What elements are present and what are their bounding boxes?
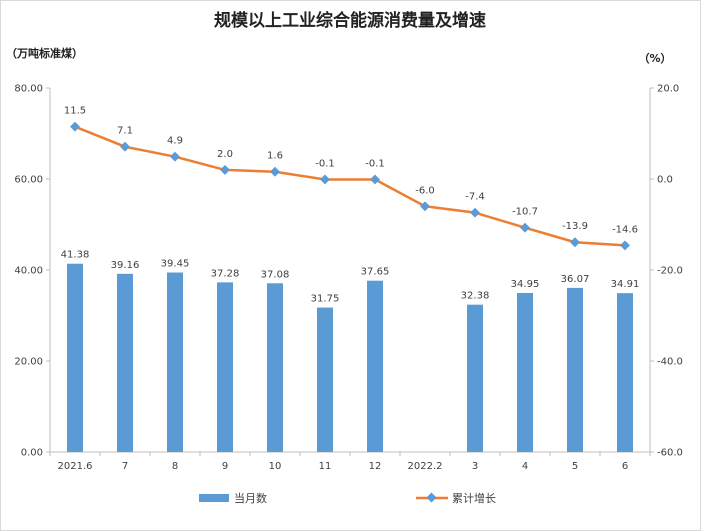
legend-line-marker — [426, 492, 437, 503]
line-value-label: -14.6 — [612, 224, 638, 235]
bar — [117, 273, 133, 452]
line-marker — [170, 151, 180, 162]
bar — [267, 283, 283, 452]
x-tick-label: 3 — [472, 461, 478, 472]
line-marker — [120, 141, 130, 152]
bar-value-label: 37.65 — [361, 267, 390, 278]
x-tick-label: 8 — [172, 461, 178, 472]
right-tick-label: -40.0 — [657, 357, 683, 368]
line-marker — [620, 240, 630, 251]
right-axis-unit: （%） — [638, 52, 671, 65]
legend: 当月数 累计增长 — [199, 491, 496, 505]
left-tick-label: 20.00 — [14, 357, 43, 368]
left-tick-label: 0.00 — [21, 448, 43, 459]
bar-value-label: 31.75 — [311, 294, 340, 305]
line-value-label: 7.1 — [117, 126, 133, 137]
line-value-label: 2.0 — [217, 149, 233, 160]
x-tick-label: 4 — [522, 461, 528, 472]
bar-value-label: 37.28 — [211, 268, 240, 279]
bars-layer: 41.38 39.16 39.45 37.28 37.08 31.75 37.65 32.38… — [61, 250, 640, 452]
axes-layer: 0.00 20.00 40.00 60.00 80.00 -60.0 -40.0 -20.0 0… — [14, 84, 683, 473]
line-marker — [220, 164, 230, 175]
bar — [67, 263, 83, 452]
line-value-label: -0.1 — [315, 158, 335, 169]
right-tick-label: -20.0 — [657, 266, 683, 277]
line-marker — [320, 174, 330, 185]
legend-bar-swatch — [199, 494, 229, 502]
bar-value-label: 39.45 — [161, 259, 190, 270]
x-tick-label: 9 — [222, 461, 228, 472]
line-value-label: -0.1 — [365, 158, 385, 169]
bar-value-label: 36.07 — [561, 274, 590, 285]
bar-value-label: 34.91 — [611, 279, 640, 290]
bar — [367, 280, 383, 452]
x-tick-label: 6 — [622, 461, 628, 472]
legend-bar-label: 当月数 — [234, 491, 267, 505]
bar — [517, 292, 533, 452]
line-value-label: 1.6 — [267, 151, 283, 162]
chart-title: 规模以上工业综合能源消费量及增速 — [214, 10, 486, 31]
bar-value-label: 32.38 — [461, 291, 490, 302]
line-marker — [420, 201, 430, 212]
left-tick-label: 60.00 — [14, 175, 43, 186]
x-tick-label: 7 — [122, 461, 128, 472]
line-value-label: -6.0 — [415, 185, 435, 196]
x-tick-label: 11 — [319, 461, 332, 472]
x-tick-label: 10 — [269, 461, 282, 472]
right-tick-label: -60.0 — [657, 448, 683, 459]
left-tick-label: 40.00 — [14, 266, 43, 277]
bar — [567, 287, 583, 452]
x-tick-label: 12 — [369, 461, 382, 472]
x-tick-label: 2022.2 — [408, 461, 443, 472]
bar-value-label: 41.38 — [61, 250, 90, 261]
bar-value-label: 39.16 — [111, 260, 140, 271]
line-value-label: 4.9 — [167, 136, 183, 147]
left-axis-unit: （万吨标准煤） — [6, 46, 83, 60]
line-value-label: -7.4 — [465, 192, 485, 203]
line-value-label: 11.5 — [64, 106, 86, 117]
line-marker — [370, 174, 380, 185]
series-line — [74, 125, 626, 247]
x-tick-label: 5 — [572, 461, 578, 472]
x-tick-label: 2021.6 — [58, 461, 93, 472]
bar-value-label: 34.95 — [511, 279, 540, 290]
right-tick-label: 0.0 — [657, 175, 673, 186]
bar — [467, 304, 483, 452]
line-layer: 11.5 7.1 4.9 2.0 1.6 -0.1 -0.1 -6.0 -7.4 -10.7 -13… — [64, 106, 638, 251]
legend-line-label: 累计增长 — [452, 491, 496, 505]
bar-value-label: 37.08 — [261, 269, 290, 280]
line-marker — [70, 121, 80, 132]
right-tick-label: 20.0 — [657, 84, 679, 95]
line-value-label: -13.9 — [562, 221, 588, 232]
line-marker — [270, 166, 280, 177]
line-marker — [520, 222, 530, 233]
line-marker — [470, 207, 480, 218]
left-tick-label: 80.00 — [14, 84, 43, 95]
line-value-label: -10.7 — [512, 207, 538, 218]
bar — [317, 307, 333, 452]
bar — [167, 272, 183, 452]
bar — [217, 282, 233, 452]
bar — [617, 293, 633, 452]
line-marker — [570, 237, 580, 248]
